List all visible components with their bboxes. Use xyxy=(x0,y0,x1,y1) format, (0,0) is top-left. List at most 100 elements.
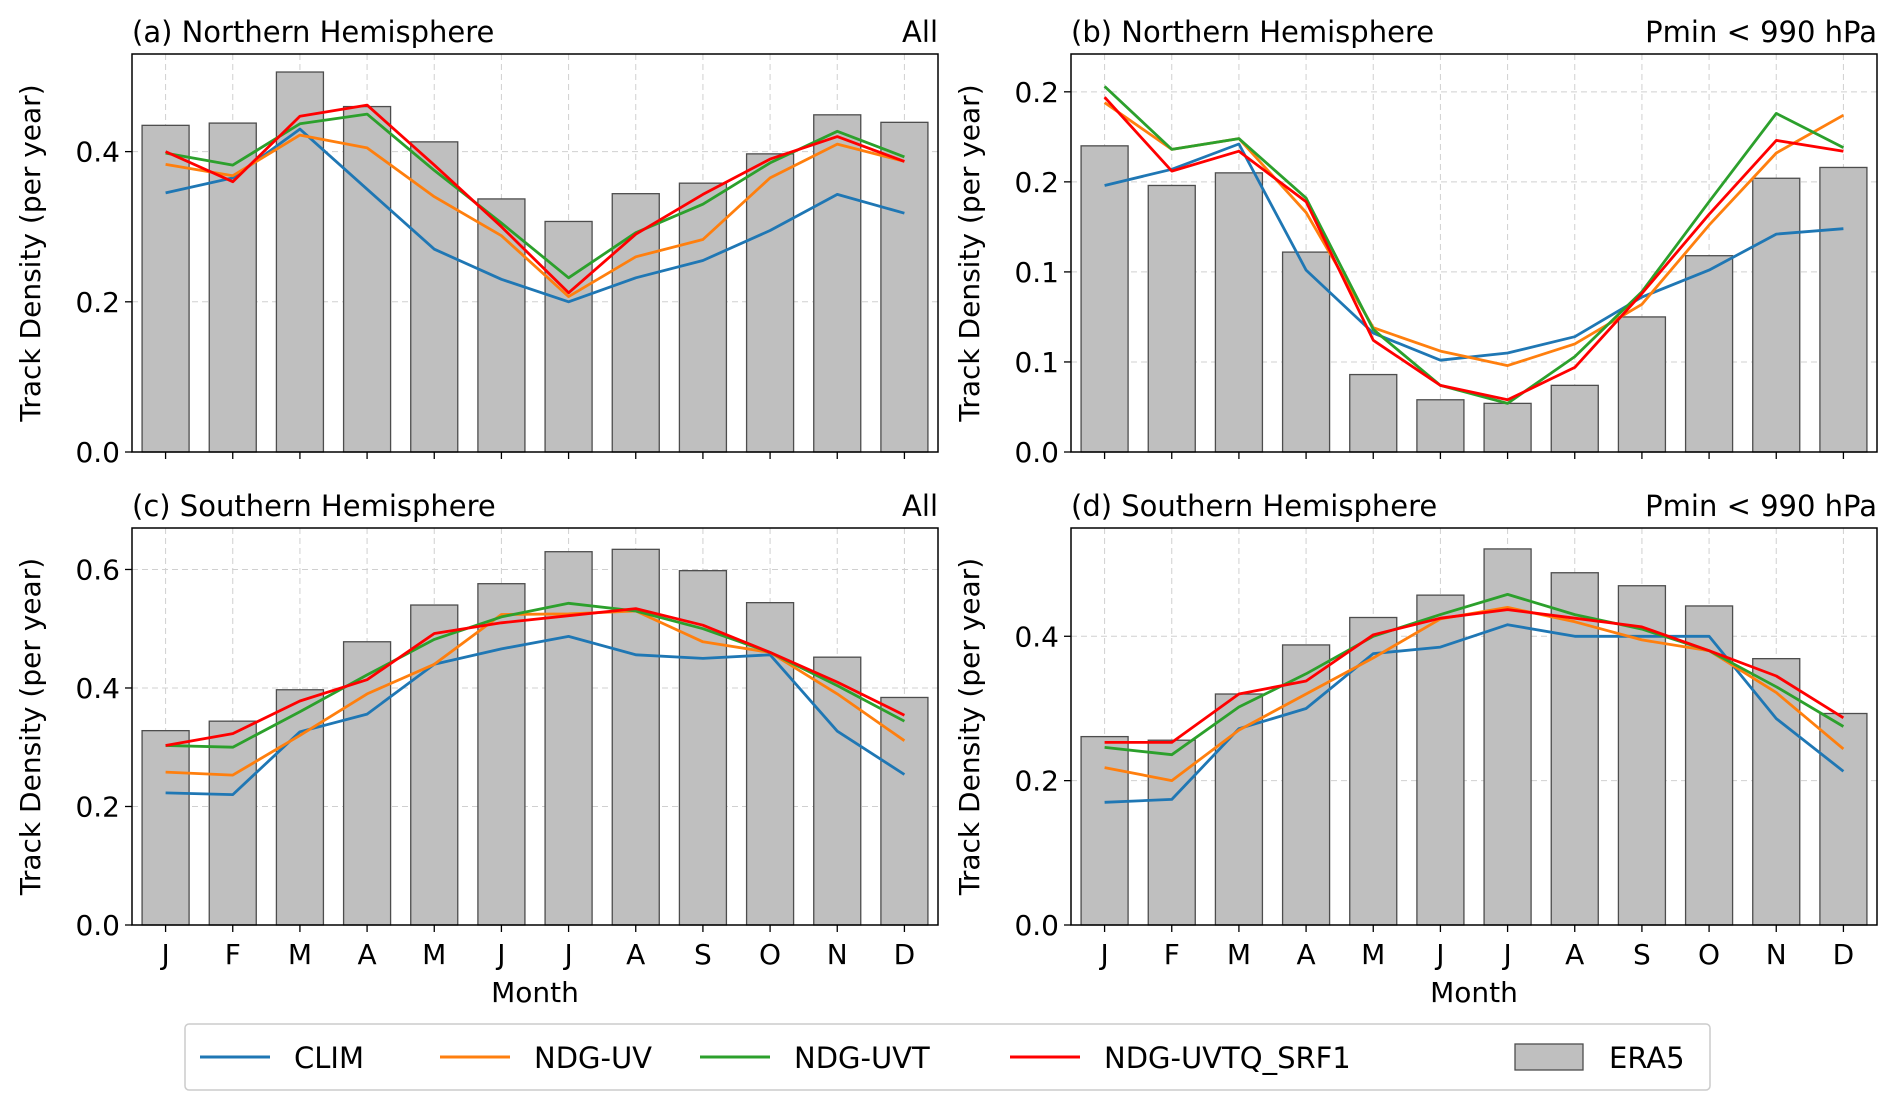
chart-panel-3: 0.0 0.2 0.4 0.6 J F M A M J J A S O N D Month Track Densi… xyxy=(14,489,939,1009)
panel-subtitle: All xyxy=(902,15,938,49)
bar-era5-S xyxy=(678,182,728,453)
plot-frame xyxy=(1070,53,1878,453)
series-line-ndg-uvtq_srf1 xyxy=(165,607,906,747)
panel-subtitle: Pmin < 990 hPa xyxy=(1645,15,1877,49)
y-tick-label: 0.0 xyxy=(1014,909,1059,942)
y-tick-label: 0.0 xyxy=(1014,436,1059,469)
bar-era5-J xyxy=(141,124,190,453)
bar-era5-D xyxy=(1819,712,1868,926)
chart-panel-2: 0.0 0.1 0.1 0.2 0.2 Track Density (per year) (… xyxy=(953,15,1878,469)
y-tick-label: 0.6 xyxy=(75,553,120,586)
x-tick-label: A xyxy=(1297,938,1316,971)
chart-panel-4: 0.0 0.2 0.4 J F M A M J J A S O N D Month Track Density … xyxy=(953,489,1878,1009)
x-tick-label: S xyxy=(1633,938,1651,971)
y-tick-label: 0.2 xyxy=(1014,765,1059,798)
bar-era5-O xyxy=(1684,255,1734,453)
x-axis-label: Month xyxy=(1430,976,1518,1009)
y-tick-label: 0.0 xyxy=(75,909,120,942)
y-tick-label: 0.2 xyxy=(75,286,120,319)
bar-era5-J xyxy=(1416,594,1465,926)
y-axis-label: Track Density (per year) xyxy=(953,84,986,422)
x-tick-label: M xyxy=(1227,938,1251,971)
bar-era5-F xyxy=(1147,184,1196,453)
legend-label-ndg-uvt: NDG-UVT xyxy=(794,1041,930,1075)
bar-era5-J xyxy=(1080,735,1129,926)
x-tick-label: A xyxy=(626,938,645,971)
bar-era5-J xyxy=(1416,399,1465,453)
x-tick-label: O xyxy=(759,938,781,971)
x-tick-label: O xyxy=(1698,938,1720,971)
bar-era5-D xyxy=(1819,166,1868,453)
series-line-clim xyxy=(165,127,905,304)
panel-title: (c) Southern Hemisphere xyxy=(132,489,496,523)
legend-label-ndg-uv: NDG-UV xyxy=(534,1041,652,1075)
legend-label-era5: ERA5 xyxy=(1609,1041,1685,1075)
y-tick-label: 0.1 xyxy=(1014,256,1059,289)
panels: 0.0 0.2 0.4 Track Density (per year) (a) Nor… xyxy=(14,15,1878,1009)
y-tick-label: 0.0 xyxy=(75,436,120,469)
y-tick-label: 0.4 xyxy=(75,672,120,705)
panel-title: (a) Northern Hemisphere xyxy=(132,15,494,49)
plot-frame xyxy=(131,53,939,453)
bar-era5-A xyxy=(1550,572,1599,926)
x-tick-label: D xyxy=(894,938,916,971)
y-axis-label: Track Density (per year) xyxy=(953,558,986,896)
x-tick-label: F xyxy=(1164,938,1180,971)
series-line-ndg-uvt xyxy=(165,112,905,280)
bar-era5-J xyxy=(477,583,526,926)
x-tick-label: J xyxy=(1098,938,1108,971)
panel-subtitle: Pmin < 990 hPa xyxy=(1645,489,1877,523)
series-line-ndg-uvtq_srf1 xyxy=(165,103,905,295)
series-line-clim xyxy=(1104,623,1845,804)
bar-era5-A xyxy=(342,641,392,926)
bar-era5-J xyxy=(1080,145,1129,453)
y-axis-label: Track Density (per year) xyxy=(14,84,47,422)
bar-era5-A xyxy=(611,548,660,926)
bar-era5-J xyxy=(1483,402,1532,453)
bar-era5-J xyxy=(544,220,593,453)
bar-era5-M xyxy=(410,604,459,926)
bar-era5-J xyxy=(141,729,190,926)
panel-title: (d) Southern Hemisphere xyxy=(1071,489,1437,523)
y-tick-label: 0.2 xyxy=(1014,76,1059,109)
x-tick-label: S xyxy=(694,938,712,971)
bar-era5-M xyxy=(410,141,459,453)
bar-era5-F xyxy=(208,720,257,926)
x-tick-label: D xyxy=(1833,938,1855,971)
bar-era5-O xyxy=(1684,605,1734,926)
series-line-ndg-uvtq_srf1 xyxy=(1103,96,1844,402)
bar-era5-F xyxy=(1147,739,1196,926)
panel-title: (b) Northern Hemisphere xyxy=(1071,15,1434,49)
panel-subtitle: All xyxy=(902,489,938,523)
bar-era5-A xyxy=(1550,384,1599,453)
bar-era5-M xyxy=(1349,373,1398,453)
x-tick-label: N xyxy=(827,938,848,971)
chart-panel-1: 0.0 0.2 0.4 Track Density (per year) (a) Nor… xyxy=(14,15,939,469)
x-axis-label: Month xyxy=(491,976,579,1009)
y-tick-label: 0.2 xyxy=(1014,166,1059,199)
x-tick-label: N xyxy=(1766,938,1787,971)
y-tick-label: 0.4 xyxy=(75,136,120,169)
legend-swatch-era5 xyxy=(1514,1043,1584,1071)
series-line-ndg-uvtq_srf1 xyxy=(1104,608,1845,744)
x-tick-label: M xyxy=(1361,938,1385,971)
x-tick-label: J xyxy=(1434,938,1444,971)
series-line-ndg-uvt xyxy=(1104,593,1845,757)
bar-era5-N xyxy=(813,656,862,926)
bar-era5-A xyxy=(611,193,660,453)
y-tick-label: 0.2 xyxy=(75,790,120,823)
y-axis-label: Track Density (per year) xyxy=(14,558,47,896)
series-line-clim xyxy=(1104,142,1844,362)
bar-era5-N xyxy=(813,114,862,453)
bar-era5-M xyxy=(1349,616,1398,926)
x-tick-label: A xyxy=(1565,938,1584,971)
bar-era5-M xyxy=(1214,693,1264,926)
bar-era5-S xyxy=(1617,316,1667,453)
bar-era5-A xyxy=(1281,644,1331,926)
bar-era5-A xyxy=(342,105,392,453)
legend-label-ndg-uvtq_srf1: NDG-UVTQ_SRF1 xyxy=(1104,1041,1351,1075)
bar-era5-S xyxy=(678,570,728,926)
x-tick-label: J xyxy=(1501,938,1511,971)
bar-era5-O xyxy=(745,153,795,453)
